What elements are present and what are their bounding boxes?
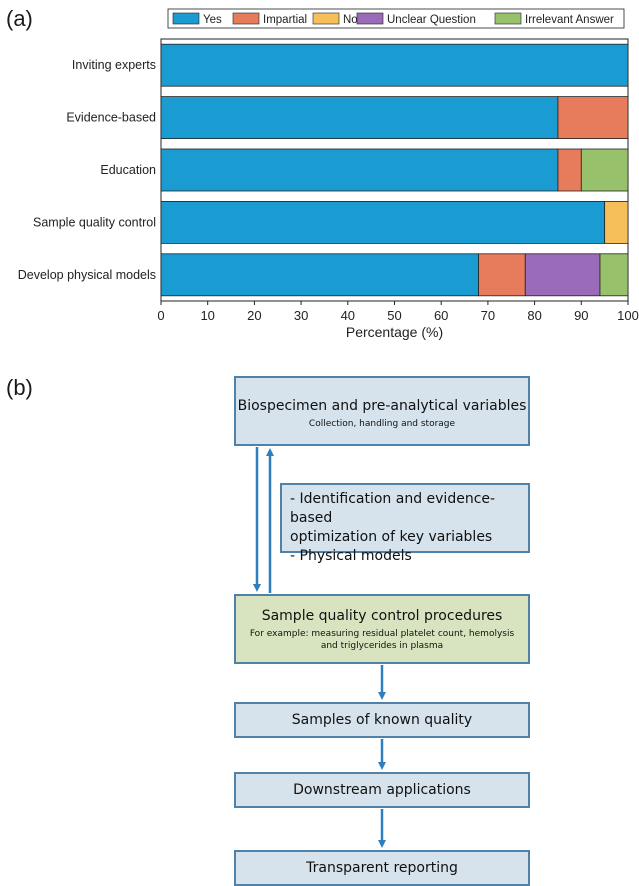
- note-line-2: optimization of key variables: [290, 528, 493, 545]
- legend-swatch-3: [356, 12, 384, 25]
- x-tick-label: 0: [157, 308, 164, 323]
- box-key-variables: - Identification and evidence-based opti…: [280, 483, 530, 564]
- box-downstream: Downstream applications: [234, 772, 530, 808]
- box-biospecimen-title: Biospecimen and pre-analytical variables: [237, 398, 527, 414]
- x-tick-label: 10: [200, 308, 214, 323]
- x-tick-label: 30: [294, 308, 308, 323]
- legend-label-2: No: [343, 14, 358, 26]
- bar-3-2: [604, 200, 629, 244]
- bar-1-1: [557, 96, 629, 139]
- box-quality-control: Sample quality control procedures For ex…: [234, 594, 530, 664]
- x-tick-label: 100: [617, 308, 639, 323]
- category-label: Develop physical models: [18, 268, 156, 282]
- bar-4-4: [599, 253, 629, 297]
- x-tick-label: 40: [341, 308, 355, 323]
- box-known-quality: Samples of known quality: [234, 702, 530, 738]
- category-label: Sample quality control: [33, 215, 156, 229]
- panel-b-label: (b): [6, 375, 33, 400]
- x-tick-label: 50: [387, 308, 401, 323]
- bar-2-0: [160, 148, 559, 192]
- category-label: Evidence-based: [66, 111, 156, 125]
- x-tick-label: 90: [574, 308, 588, 323]
- legend-label-0: Yes: [203, 14, 222, 26]
- box-reporting-title: Transparent reporting: [306, 860, 458, 876]
- box-downstream-title: Downstream applications: [293, 782, 471, 798]
- box-quality-control-subtitle-1: For example: measuring residual platelet…: [249, 628, 515, 639]
- box-quality-control-title: Sample quality control procedures: [261, 608, 503, 624]
- note-line-1: - Identification and evidence-based: [290, 491, 496, 526]
- legend-label-4: Irrelevant Answer: [525, 14, 614, 26]
- bar-1-0: [160, 96, 559, 139]
- bar-4-3: [524, 253, 601, 297]
- bar-2-1: [557, 148, 582, 192]
- box-reporting: Transparent reporting: [234, 850, 530, 886]
- note-line-3: - Physical models: [290, 547, 412, 564]
- bar-0-0: [160, 43, 629, 87]
- legend-swatch-2: [312, 12, 340, 25]
- panel-a-label: (a): [6, 6, 33, 31]
- x-axis-label: Percentage (%): [346, 324, 443, 340]
- legend-swatch-0: [172, 12, 200, 25]
- x-tick-label: 70: [481, 308, 495, 323]
- bar-4-1: [478, 253, 526, 297]
- legend-swatch-4: [494, 12, 522, 25]
- legend-label-3: Unclear Question: [387, 14, 476, 26]
- legend-label-1: Impartial: [263, 14, 307, 26]
- box-biospecimen: Biospecimen and pre-analytical variables…: [234, 376, 530, 446]
- bar-4-0: [160, 253, 479, 297]
- x-tick-label: 60: [434, 308, 448, 323]
- bar-2-4: [580, 148, 629, 192]
- bar-3-0: [160, 200, 606, 244]
- stacked-bar-chart: Inviting experts Evidence-based Education S…: [18, 8, 639, 340]
- category-label: Education: [100, 163, 156, 177]
- x-tick-label: 80: [527, 308, 541, 323]
- box-biospecimen-subtitle: Collection, handling and storage: [308, 418, 456, 429]
- x-tick-label: 20: [247, 308, 261, 323]
- box-quality-control-subtitle-2: and triglycerides in plasma: [320, 640, 444, 651]
- legend-swatch-1: [232, 12, 260, 25]
- category-label: Inviting experts: [72, 58, 156, 72]
- box-known-quality-title: Samples of known quality: [291, 712, 473, 728]
